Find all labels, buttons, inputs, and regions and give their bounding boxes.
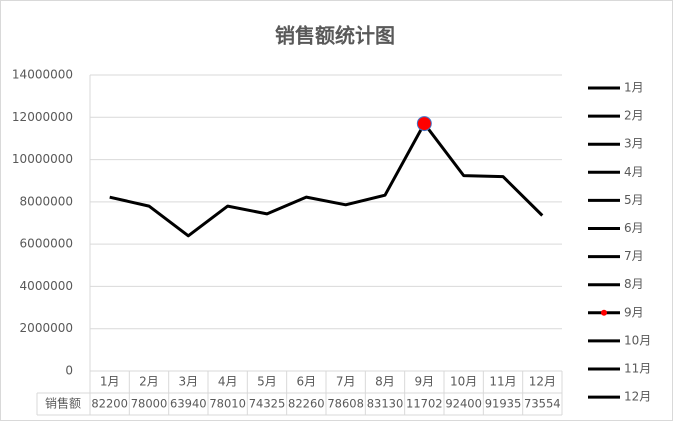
- table-value: 92400: [445, 397, 482, 411]
- table-value: 78608: [327, 397, 364, 411]
- x-tick-label: 1月: [100, 375, 120, 389]
- table-value: 73554: [524, 397, 561, 411]
- highlight-point: [416, 116, 432, 132]
- chart-area: [0, 0, 673, 421]
- table-value: 11702: [406, 397, 443, 411]
- y-tick-label: 0: [65, 364, 73, 378]
- legend-label: 4月: [624, 165, 644, 179]
- x-tick-label: 7月: [336, 375, 356, 389]
- x-tick-label: 5月: [257, 375, 277, 389]
- line-series: [109, 122, 544, 238]
- x-tick-label: 2月: [139, 375, 159, 389]
- legend-label: 11月: [624, 362, 651, 376]
- legend-label: 8月: [624, 277, 644, 291]
- table-value: 63940: [170, 397, 207, 411]
- x-tick-label: 8月: [375, 375, 395, 389]
- y-tick-label: 4000000: [20, 279, 73, 293]
- table-value: 83130: [367, 397, 404, 411]
- x-tick-label: 6月: [297, 375, 317, 389]
- y-tick-label: 10000000: [12, 152, 73, 166]
- y-tick-label: 2000000: [20, 321, 73, 335]
- table-value: 91935: [485, 397, 522, 411]
- x-tick-label: 12月: [529, 375, 556, 389]
- legend-label: 10月: [624, 333, 651, 347]
- legend-label: 1月: [624, 81, 644, 95]
- y-tick-label: 12000000: [12, 110, 73, 124]
- y-tick-label: 6000000: [20, 237, 73, 251]
- legend-label: 5月: [624, 193, 644, 207]
- table-value: 82260: [288, 397, 325, 411]
- x-tick-label: 10月: [450, 375, 477, 389]
- chart-title: 销售额统计图: [275, 24, 395, 48]
- legend-label: 12月: [624, 390, 651, 404]
- table-value: 74325: [249, 397, 286, 411]
- table-value: 82200: [91, 397, 128, 411]
- y-tick-label: 14000000: [12, 68, 73, 82]
- legend-marker: [601, 309, 607, 316]
- legend-label: 3月: [624, 137, 644, 151]
- x-tick-label: 9月: [415, 375, 435, 389]
- x-tick-label: 11月: [489, 375, 516, 389]
- table-value: 78000: [131, 397, 168, 411]
- legend-label: 9月: [624, 305, 644, 319]
- legend-label: 7月: [624, 249, 644, 263]
- legend-label: 2月: [624, 109, 644, 123]
- table-row-header: 销售额: [45, 396, 81, 411]
- x-tick-label: 3月: [179, 375, 199, 389]
- legend-label: 6月: [624, 221, 644, 235]
- table-value: 78010: [209, 397, 246, 411]
- x-tick-label: 4月: [218, 375, 238, 389]
- y-tick-label: 8000000: [20, 194, 73, 208]
